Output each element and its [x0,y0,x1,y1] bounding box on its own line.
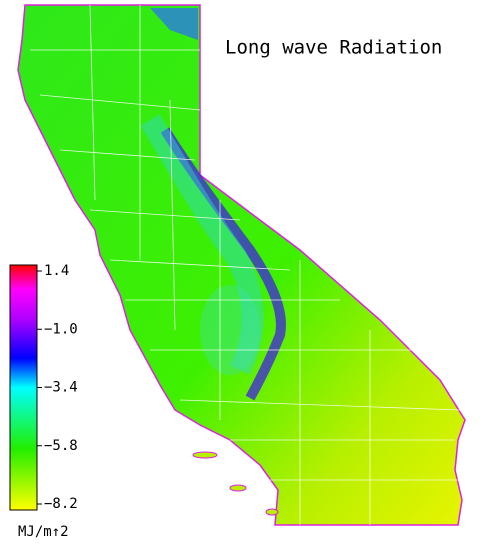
colorbar-tick-label: 1.4 [44,263,69,279]
sierra-cyan [140,114,264,375]
valley-cyan [200,285,260,375]
northeast-blue [150,8,198,40]
colorbar-unit: MJ/m↑2 [18,524,69,540]
county-lines [30,4,461,525]
sierra-band [160,127,286,401]
map-title: Long wave Radiation [225,37,442,59]
island [229,484,247,492]
colorbar-tick-label: −5.8 [44,438,78,454]
colorbar-tick-label: −1.0 [44,321,78,337]
colorbar-tick-label: −3.4 [44,380,78,396]
island [265,508,279,516]
colorbar [9,264,38,511]
california-map [17,4,466,526]
island [192,451,218,459]
colorbar-tick-label: −8.2 [44,496,78,512]
